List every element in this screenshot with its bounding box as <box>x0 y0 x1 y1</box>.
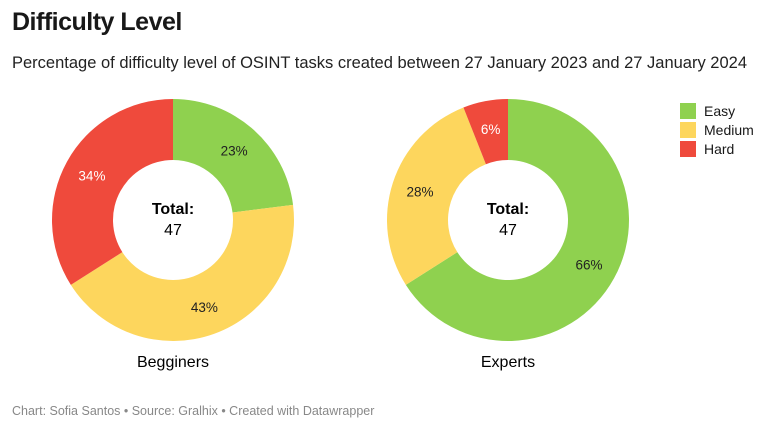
slice-medium <box>386 107 486 285</box>
legend-label: Medium <box>704 121 754 138</box>
slice-easy <box>405 99 629 342</box>
slice-hard <box>51 99 173 285</box>
center-label: Total: <box>487 201 529 218</box>
center-label: Total: <box>152 201 194 218</box>
donut-experts: 66% 28% 6% Total: 47 Experts <box>386 99 629 371</box>
data-label: 34% <box>78 168 105 183</box>
data-label: 6% <box>481 122 501 137</box>
slice-medium <box>70 204 294 341</box>
data-label: 23% <box>221 144 248 159</box>
data-label: 43% <box>191 300 218 315</box>
legend-label: Easy <box>704 102 736 119</box>
center-value: 47 <box>499 222 517 239</box>
donut-title: Begginers <box>137 354 209 371</box>
chart-footer: Chart: Sofia Santos • Source: Gralhix • … <box>12 404 375 418</box>
legend: Easy Medium Hard <box>680 101 754 158</box>
legend-item-hard: Hard <box>680 139 754 158</box>
data-label: 66% <box>576 258 603 273</box>
legend-item-easy: Easy <box>680 101 754 120</box>
chart-title: Difficulty Level <box>12 8 182 36</box>
slice-easy <box>173 99 294 213</box>
donut-title: Experts <box>481 354 535 371</box>
legend-item-medium: Medium <box>680 120 754 139</box>
chart-subtitle: Percentage of difficulty level of OSINT … <box>12 54 748 72</box>
data-label: 28% <box>407 184 434 199</box>
legend-swatch <box>680 140 696 157</box>
legend-swatch <box>680 121 696 138</box>
legend-swatch <box>680 102 696 119</box>
legend-label: Hard <box>704 140 735 157</box>
center-value: 47 <box>164 222 182 239</box>
donut-begginers: 23% 43% 34% Total: 47 Begginers <box>51 99 294 371</box>
slice-hard <box>463 99 508 165</box>
